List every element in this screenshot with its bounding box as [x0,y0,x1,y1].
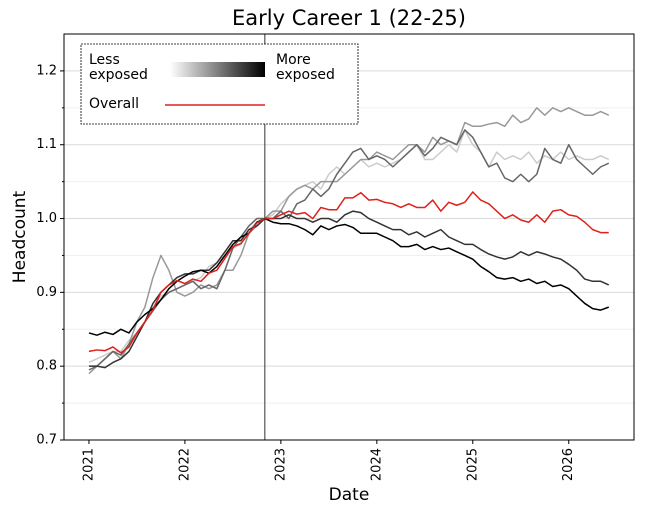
series-line [88,107,610,375]
x-tick-label: 2023 [273,448,288,481]
legend-label: Overall [89,96,140,112]
chart-title: Early Career 1 (22-25) [232,6,466,30]
series-line [88,129,610,371]
y-tick-label: 0.9 [36,285,57,300]
y-tick-label: 0.7 [36,433,57,448]
y-axis-label: Headcount [10,190,30,283]
x-tick-label: 2025 [465,448,480,481]
plot-area [88,34,610,440]
y-tick-label: 1.2 [36,63,57,78]
series-line [88,191,609,354]
y-tick-label: 1.0 [36,211,57,226]
legend-low-label: Less exposed [89,52,148,83]
series-line [88,210,610,369]
series-line [88,217,610,336]
series-line [88,129,610,364]
x-axis-label: Date [329,485,370,505]
legend [80,43,359,125]
legend-gradient [170,62,265,77]
y-tick-label: 0.8 [36,359,57,374]
y-tick-label: 1.1 [36,137,57,152]
x-tick-label: 2026 [561,448,576,481]
axes: 0.7 0.8 0.9 1.0 1.1 1.2 2021 2022 2023 2024 2025 20… [36,63,576,481]
x-tick-label: 2022 [177,448,192,481]
legend-high-label: More exposed [276,52,335,83]
x-tick-label: 2024 [369,448,384,481]
x-tick-label: 2021 [81,448,96,481]
legend-box [80,43,359,125]
plot-frame [63,33,635,441]
